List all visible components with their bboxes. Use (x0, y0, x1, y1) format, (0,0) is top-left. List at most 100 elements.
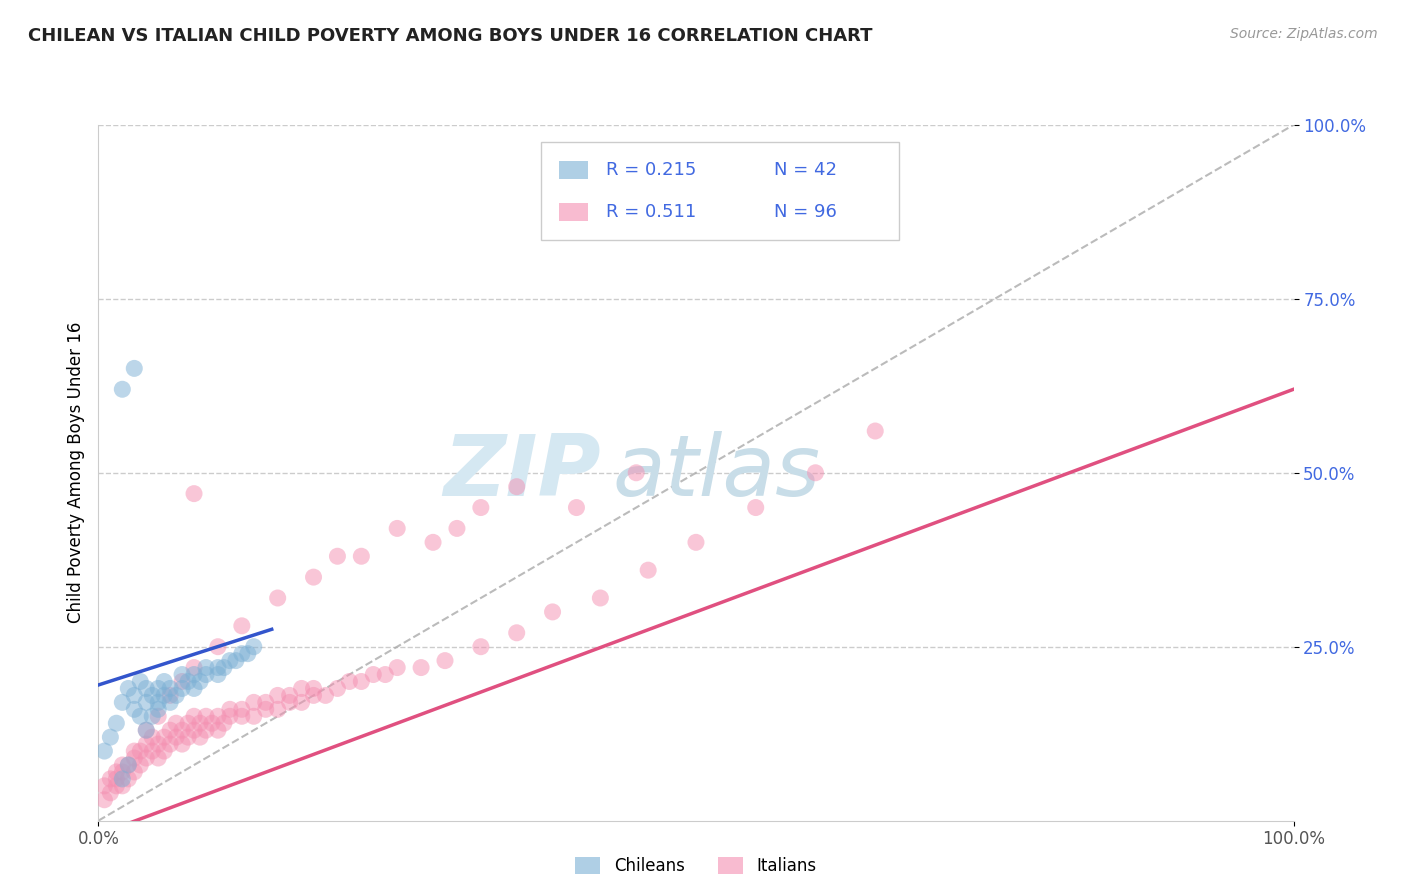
Point (148, 709, 170, 723)
Point (111, 764, 134, 779)
Point (153, 744, 176, 758)
Point (93, 793, 115, 807)
Point (411, 660, 433, 674)
Point (153, 689, 176, 703)
Point (141, 709, 163, 723)
Point (470, 500, 492, 515)
Point (183, 709, 205, 723)
Point (183, 486, 205, 500)
Point (219, 709, 242, 723)
Text: R = 0.511: R = 0.511 (606, 202, 696, 221)
Point (117, 772, 139, 786)
Point (159, 689, 181, 703)
Point (326, 681, 349, 696)
Point (165, 689, 187, 703)
Point (225, 654, 247, 668)
Point (105, 779, 128, 793)
Point (124, 751, 146, 765)
Point (117, 681, 139, 696)
Point (129, 674, 152, 689)
Point (326, 549, 349, 564)
Point (141, 730, 163, 744)
Point (141, 744, 163, 758)
Point (541, 605, 564, 619)
Point (188, 674, 211, 689)
Point (212, 660, 235, 674)
Point (148, 751, 170, 765)
Point (374, 667, 396, 681)
Point (117, 758, 139, 772)
Point (637, 563, 659, 577)
Point (506, 480, 529, 494)
Point (302, 570, 325, 584)
Point (188, 730, 211, 744)
Point (446, 521, 468, 535)
Point (201, 716, 224, 731)
Point (231, 709, 253, 723)
Point (624, 466, 647, 480)
Text: Source: ZipAtlas.com: Source: ZipAtlas.com (1230, 27, 1378, 41)
Point (98, 786, 122, 800)
Text: CHILEAN VS ITALIAN CHILD POVERTY AMONG BOYS UNDER 16 CORRELATION CHART: CHILEAN VS ITALIAN CHILD POVERTY AMONG B… (28, 27, 873, 45)
Point (745, 500, 768, 515)
Point (243, 709, 266, 723)
Point (177, 730, 200, 744)
Point (183, 667, 205, 681)
Point (685, 535, 707, 549)
Point (231, 647, 253, 661)
Point (385, 660, 409, 674)
Point (302, 689, 325, 703)
Point (153, 730, 176, 744)
Point (172, 674, 194, 689)
Point (172, 737, 194, 751)
Point (183, 660, 205, 674)
Text: N = 96: N = 96 (773, 202, 837, 221)
Point (129, 758, 152, 772)
FancyBboxPatch shape (540, 142, 900, 240)
Y-axis label: Child Poverty Among Boys Under 16: Child Poverty Among Boys Under 16 (66, 322, 84, 624)
Point (124, 744, 146, 758)
Point (98, 730, 122, 744)
Point (159, 737, 181, 751)
Legend: Chileans, Italians: Chileans, Italians (575, 856, 817, 875)
Point (194, 709, 217, 723)
Point (231, 702, 253, 716)
Point (111, 758, 134, 772)
Point (177, 716, 200, 731)
Point (236, 647, 259, 661)
Point (350, 674, 373, 689)
Bar (558, 161, 589, 178)
Point (337, 674, 360, 689)
Point (219, 654, 242, 668)
Point (105, 764, 128, 779)
Point (111, 382, 134, 396)
Point (111, 779, 134, 793)
Point (135, 681, 157, 696)
Point (433, 654, 456, 668)
Point (148, 702, 170, 716)
Point (267, 689, 290, 703)
Point (93, 779, 115, 793)
Point (290, 681, 312, 696)
Point (207, 660, 229, 674)
Text: atlas: atlas (612, 431, 820, 515)
Point (565, 500, 588, 515)
Point (267, 702, 290, 716)
Point (219, 702, 242, 716)
Point (172, 723, 194, 738)
Text: R = 0.215: R = 0.215 (606, 161, 697, 179)
Point (105, 772, 128, 786)
Point (212, 716, 235, 731)
Point (135, 723, 157, 738)
Point (177, 674, 200, 689)
Point (105, 716, 128, 731)
Point (243, 640, 266, 654)
Point (159, 723, 181, 738)
Point (350, 549, 373, 564)
Point (117, 758, 139, 772)
Point (165, 716, 187, 731)
Point (183, 681, 205, 696)
Point (98, 772, 122, 786)
Point (159, 695, 181, 709)
Point (231, 619, 253, 633)
